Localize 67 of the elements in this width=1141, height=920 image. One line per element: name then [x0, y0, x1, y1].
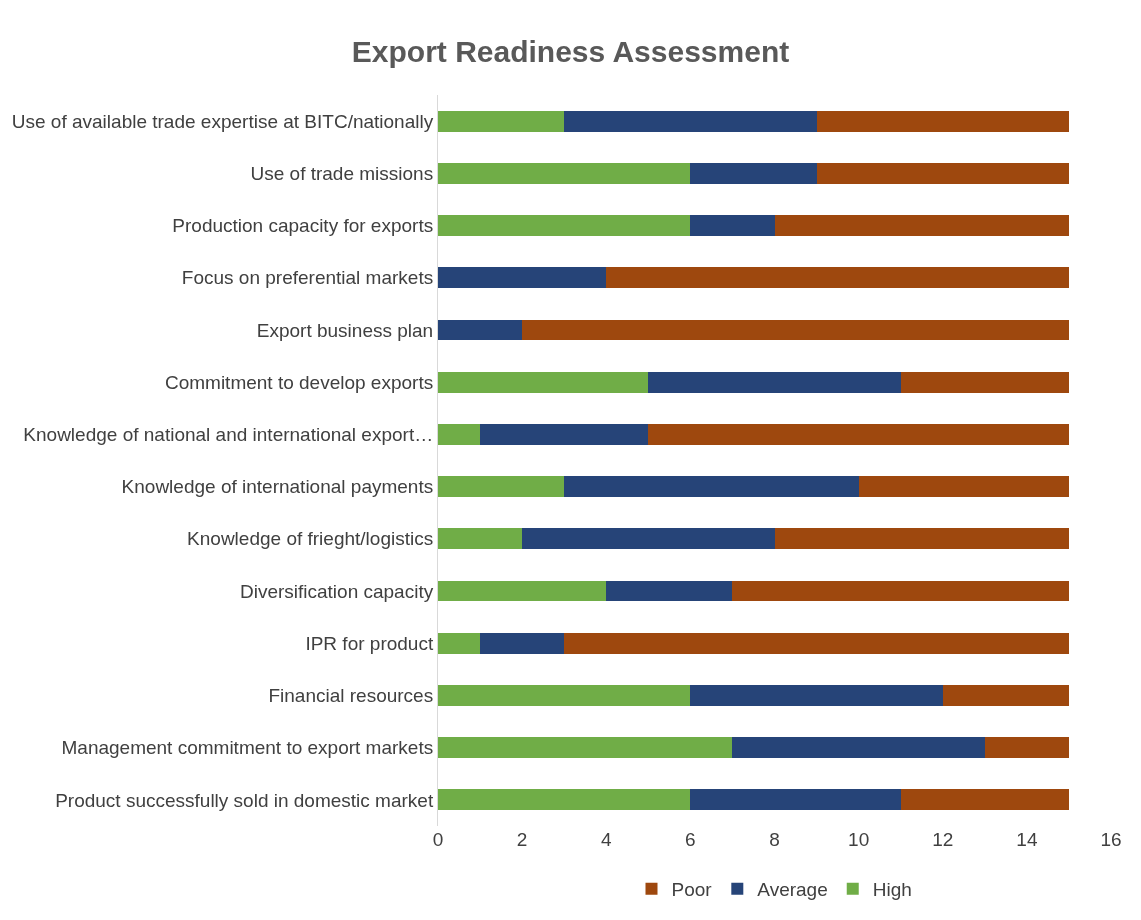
y-tick-label: Export business plan: [256, 319, 434, 341]
bar: [690, 789, 901, 811]
bar: [858, 476, 1069, 498]
y-tick-label: Diversification capacity: [239, 580, 434, 602]
y-tick-label: Knowledge of international payments: [121, 476, 434, 498]
x-tick-label: 10: [848, 829, 870, 850]
bar: [942, 685, 1069, 706]
bar: [900, 789, 1069, 811]
y-tick-label: Use of available trade expertise at BITC/nationally: [11, 110, 434, 132]
bar: [438, 267, 607, 289]
x-tick-label: 8: [769, 829, 780, 850]
chart-title: Export Readiness Assessment: [351, 35, 790, 69]
bar: [480, 632, 565, 654]
bar: [774, 528, 1069, 550]
bar: [438, 632, 481, 654]
y-tick-label: Use of trade missions: [250, 162, 434, 184]
bar: [606, 580, 733, 602]
y-tick-label: Focus on preferential markets: [181, 267, 434, 289]
x-tick-label: 16: [1100, 829, 1122, 850]
x-tick-label: 2: [516, 829, 528, 850]
legend-label: High: [872, 879, 912, 901]
x-tick-label: 4: [600, 829, 612, 850]
x-tick-label: 12: [932, 829, 954, 850]
bar: [648, 423, 1069, 445]
bar: [732, 737, 985, 759]
bar: [438, 476, 565, 498]
bar: [480, 423, 649, 445]
bar: [690, 685, 943, 706]
bar: [564, 632, 1069, 654]
x-tick-label: 0: [432, 829, 444, 850]
bar: [438, 371, 649, 393]
bar: [438, 423, 481, 445]
bar: [438, 162, 691, 184]
bar: [606, 267, 1069, 289]
bar: [564, 476, 859, 498]
x-tick-label: 14: [1016, 829, 1038, 850]
bar: [690, 215, 775, 236]
bar: [438, 789, 691, 811]
bar: [438, 737, 733, 759]
y-tick-label: Production capacity for exports: [172, 215, 434, 237]
bar: [438, 528, 523, 550]
bar: [438, 215, 691, 236]
y-tick-label: Product successfully sold in domestic market: [55, 789, 434, 811]
bar: [690, 162, 817, 184]
y-tick-label: Commitment to develop exports: [164, 371, 434, 393]
bar: [816, 162, 1069, 184]
bar: [774, 215, 1069, 236]
legend-label: Average: [757, 879, 828, 901]
bar: [648, 371, 901, 393]
bar: [522, 319, 1069, 341]
y-tick-label: Knowledge of frieght/logistics: [187, 528, 434, 550]
y-tick-label: Knowledge of national and international export…: [23, 424, 434, 446]
bar: [564, 110, 817, 132]
bar: [438, 110, 565, 132]
x-tick-label: 6: [685, 829, 696, 850]
bar: [438, 319, 523, 341]
bar: [732, 580, 1069, 602]
y-tick-label: Management commitment to export markets: [61, 737, 434, 759]
bar: [438, 580, 607, 602]
y-tick-label: IPR for product: [305, 632, 434, 654]
bar: [522, 528, 775, 550]
bar: [984, 737, 1069, 759]
bar: [900, 371, 1069, 393]
bar: [438, 685, 691, 706]
legend-label: Poor: [671, 879, 713, 901]
bar: [816, 110, 1069, 132]
y-tick-label: Financial resources: [268, 685, 434, 707]
